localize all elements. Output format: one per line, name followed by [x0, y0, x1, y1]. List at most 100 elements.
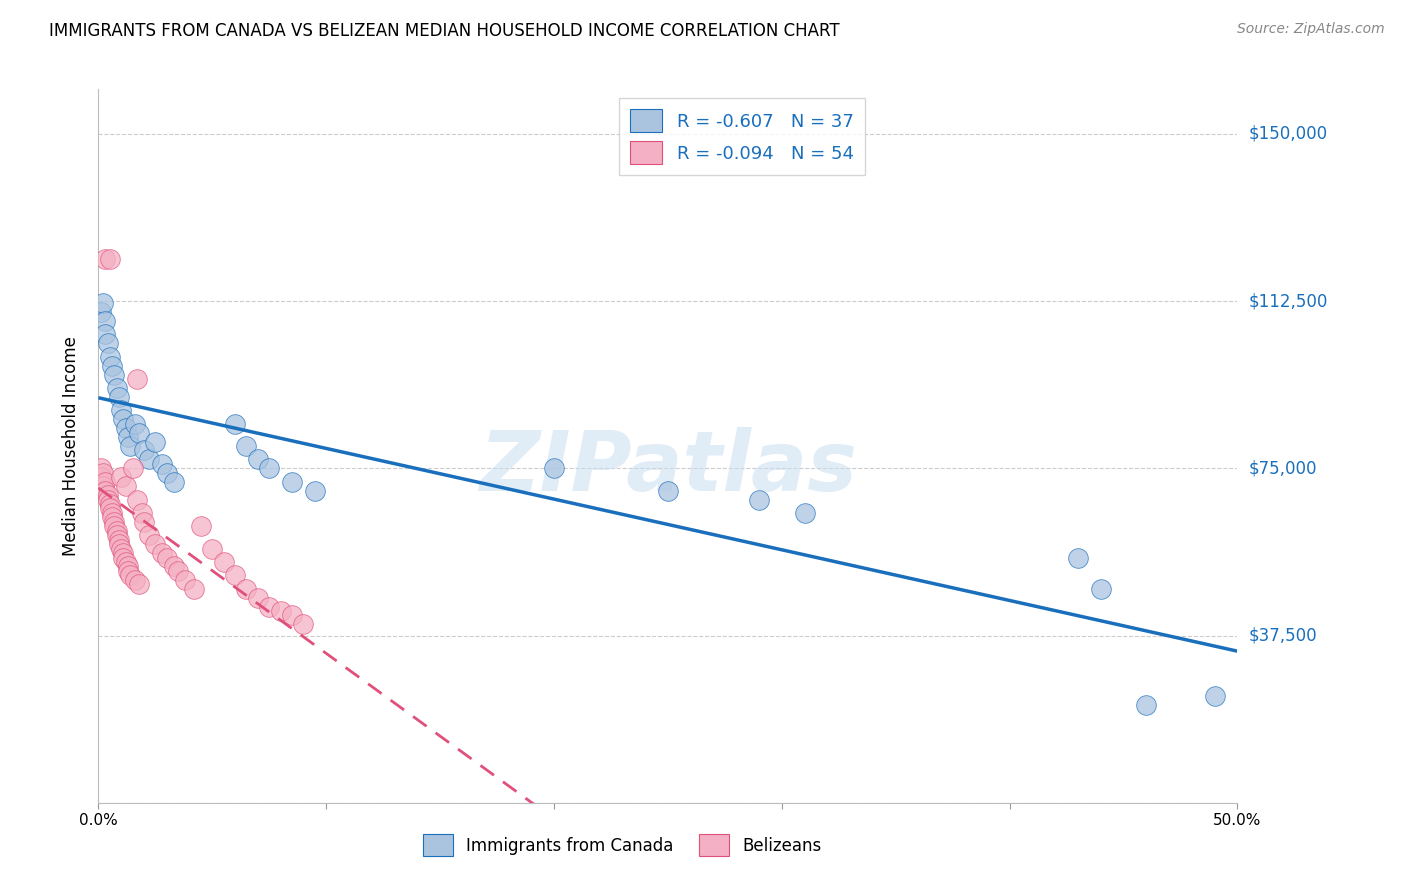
Point: [162, 559, 184, 574]
Point: [103, 519, 125, 533]
Point: [112, 550, 135, 565]
Point: [112, 546, 135, 560]
Point: [235, 439, 257, 453]
Point: [94, 327, 117, 342]
Point: [124, 417, 146, 431]
Text: ZIPatlas: ZIPatlas: [479, 427, 856, 508]
Legend: Immigrants from Canada, Belizeans: Immigrants from Canada, Belizeans: [413, 824, 831, 866]
Point: [105, 524, 128, 538]
Point: [793, 506, 815, 520]
Point: [121, 461, 143, 475]
Point: [101, 506, 124, 520]
Point: [114, 421, 136, 435]
Point: [117, 564, 139, 578]
Point: [748, 492, 770, 507]
Point: [201, 541, 224, 556]
Point: [96, 492, 118, 507]
Point: [224, 568, 246, 582]
Point: [90, 470, 112, 484]
Point: [132, 515, 155, 529]
Point: [246, 452, 269, 467]
Point: [114, 555, 136, 569]
Point: [105, 381, 128, 395]
Point: [162, 475, 184, 489]
Text: IMMIGRANTS FROM CANADA VS BELIZEAN MEDIAN HOUSEHOLD INCOME CORRELATION CHART: IMMIGRANTS FROM CANADA VS BELIZEAN MEDIA…: [49, 22, 839, 40]
Point: [1067, 550, 1090, 565]
Point: [110, 541, 132, 556]
Point: [1204, 689, 1226, 703]
Text: Source: ZipAtlas.com: Source: ZipAtlas.com: [1237, 22, 1385, 37]
Point: [281, 608, 304, 623]
Point: [110, 470, 132, 484]
Point: [91, 466, 114, 480]
Point: [114, 479, 136, 493]
Point: [174, 573, 197, 587]
Point: [94, 314, 117, 328]
Point: [128, 577, 150, 591]
Point: [90, 461, 112, 475]
Point: [96, 488, 118, 502]
Point: [190, 519, 212, 533]
Point: [98, 497, 121, 511]
Point: [124, 573, 146, 587]
Point: [110, 403, 132, 417]
Point: [145, 537, 167, 551]
Point: [98, 501, 121, 516]
Point: [292, 617, 315, 632]
Point: [120, 568, 142, 582]
Point: [105, 528, 128, 542]
Point: [98, 252, 121, 266]
Point: [212, 555, 235, 569]
Point: [91, 296, 114, 310]
Text: $37,500: $37,500: [1249, 626, 1317, 645]
Point: [94, 483, 117, 498]
Point: [108, 390, 131, 404]
Point: [94, 252, 117, 266]
Point: [543, 461, 565, 475]
Point: [127, 492, 149, 507]
Point: [112, 412, 135, 426]
Point: [117, 559, 139, 574]
Point: [1135, 698, 1157, 712]
Point: [103, 515, 125, 529]
Point: [103, 368, 125, 382]
Point: [246, 591, 269, 605]
Point: [657, 483, 679, 498]
Point: [94, 475, 117, 489]
Point: [91, 479, 114, 493]
Point: [150, 546, 173, 560]
Point: [183, 582, 205, 596]
Point: [150, 457, 173, 471]
Text: $112,500: $112,500: [1249, 292, 1327, 310]
Point: [132, 443, 155, 458]
Point: [131, 506, 153, 520]
Point: [167, 564, 190, 578]
Point: [145, 434, 167, 449]
Point: [304, 483, 326, 498]
Point: [98, 350, 121, 364]
Text: $150,000: $150,000: [1249, 125, 1327, 143]
Point: [235, 582, 257, 596]
Point: [128, 425, 150, 440]
Point: [108, 537, 131, 551]
Point: [101, 359, 124, 373]
Point: [138, 452, 160, 467]
Point: [117, 430, 139, 444]
Point: [259, 461, 281, 475]
Point: [281, 475, 304, 489]
Point: [1090, 582, 1112, 596]
Y-axis label: Median Household Income: Median Household Income: [62, 336, 80, 556]
Point: [156, 466, 179, 480]
Point: [270, 604, 292, 618]
Point: [138, 528, 160, 542]
Point: [108, 533, 131, 547]
Point: [90, 305, 112, 319]
Point: [156, 550, 179, 565]
Point: [127, 372, 149, 386]
Text: $75,000: $75,000: [1249, 459, 1317, 477]
Point: [96, 336, 118, 351]
Point: [101, 510, 124, 524]
Point: [224, 417, 246, 431]
Point: [120, 439, 142, 453]
Point: [259, 599, 281, 614]
